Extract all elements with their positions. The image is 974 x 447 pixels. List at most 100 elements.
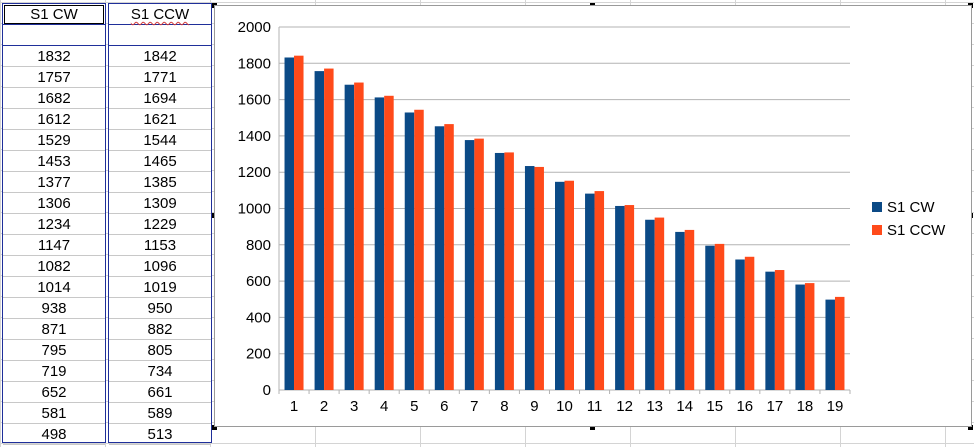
chart-resize-handle-bottom-left[interactable] [212, 425, 217, 430]
empty-cell[interactable] [109, 25, 211, 46]
bar-s1-cw[interactable] [314, 71, 325, 391]
table-cell[interactable]: 719 [3, 361, 105, 382]
table-cell[interactable]: 1529 [3, 130, 105, 151]
bar-s1-cw[interactable] [284, 57, 295, 390]
legend-swatch-s1-ccw [872, 225, 882, 235]
bar-s1-cw[interactable] [675, 231, 685, 390]
table-cell[interactable]: 882 [109, 319, 211, 340]
bar-s1-cw[interactable] [585, 193, 595, 390]
x-tick-label: 5 [410, 398, 418, 415]
bar-s1-cw[interactable] [615, 205, 625, 390]
bar-s1-ccw[interactable] [474, 138, 484, 390]
table-cell[interactable]: 661 [109, 382, 211, 403]
table-cell[interactable]: 871 [3, 319, 105, 340]
bar-s1-ccw[interactable] [534, 166, 544, 390]
table-cell[interactable]: 1385 [109, 172, 211, 193]
y-tick-label: 0 [263, 382, 271, 399]
table-cell[interactable]: 1832 [3, 46, 105, 67]
bar-s1-ccw[interactable] [744, 256, 755, 390]
table-cell[interactable]: 1694 [109, 88, 211, 109]
header-cell-s1-cw[interactable]: S1 CW [3, 4, 105, 25]
header-text-s1-ccw: S1 CCW [130, 6, 190, 23]
bar-s1-ccw[interactable] [834, 296, 845, 390]
bar-s1-cw[interactable] [524, 166, 535, 390]
table-cell[interactable]: 1309 [109, 193, 211, 214]
x-tick-label: 10 [556, 398, 573, 415]
table-cell[interactable]: 1621 [109, 109, 211, 130]
table-cell[interactable]: 1082 [3, 256, 105, 277]
bar-s1-ccw[interactable] [354, 82, 364, 390]
x-tick-label: 16 [736, 398, 753, 415]
empty-cell[interactable] [3, 25, 105, 46]
column-s1-ccw[interactable]: S1 CCW 1842 1771 1694 1621 1544 1465 1385 1309 1… [108, 3, 212, 445]
table-cell[interactable]: 1682 [3, 88, 105, 109]
table-cell[interactable]: 1019 [109, 277, 211, 298]
bar-s1-cw[interactable] [645, 219, 655, 390]
table-cell[interactable]: 1377 [3, 172, 105, 193]
table-cell[interactable]: 1842 [109, 46, 211, 67]
table-cell[interactable]: 1771 [109, 67, 211, 88]
chart-resize-handle-bottom-mid[interactable] [590, 425, 595, 430]
table-cell[interactable]: 1306 [3, 193, 105, 214]
table-cell[interactable]: 1096 [109, 256, 211, 277]
bar-s1-ccw[interactable] [654, 217, 665, 390]
table-cell[interactable]: 1612 [3, 109, 105, 130]
bar-s1-cw[interactable] [434, 126, 445, 390]
bar-s1-ccw[interactable] [684, 229, 695, 390]
table-cell[interactable]: 950 [109, 298, 211, 319]
x-tick-label: 11 [587, 398, 603, 415]
table-cell[interactable]: 589 [109, 403, 211, 424]
bar-s1-ccw[interactable] [444, 124, 454, 390]
bar-s1-cw[interactable] [464, 140, 475, 390]
table-cell[interactable]: 513 [109, 424, 211, 445]
bar-s1-cw[interactable] [705, 245, 715, 390]
table-cell[interactable]: 1014 [3, 277, 105, 298]
bar-s1-cw[interactable] [494, 152, 505, 390]
y-tick-label: 1000 [238, 201, 271, 218]
bar-s1-ccw[interactable] [504, 152, 514, 390]
table-cell[interactable]: 795 [3, 340, 105, 361]
table-cell[interactable]: 805 [109, 340, 211, 361]
chart-resize-handle-bottom-right[interactable] [968, 425, 973, 430]
table-cell[interactable]: 1229 [109, 214, 211, 235]
table-cell[interactable]: 498 [3, 424, 105, 445]
bar-s1-ccw[interactable] [714, 243, 725, 390]
bar-s1-ccw[interactable] [294, 55, 304, 390]
table-cell[interactable]: 938 [3, 298, 105, 319]
bar-s1-cw[interactable] [344, 84, 355, 390]
table-cell[interactable]: 1757 [3, 67, 105, 88]
x-tick-label: 4 [380, 398, 388, 415]
bar-s1-cw[interactable] [404, 112, 415, 390]
bar-chart[interactable]: 0 200 400 600 800 1000 1200 1400 1600 1800 2000 1 2 3… [214, 5, 972, 427]
x-tick-label: 3 [350, 398, 358, 415]
table-cell[interactable]: 1544 [109, 130, 211, 151]
bar-s1-ccw[interactable] [804, 283, 815, 390]
bar-s1-cw[interactable] [374, 97, 385, 390]
bar-s1-cw[interactable] [765, 271, 775, 390]
y-tick-label: 1400 [238, 128, 271, 145]
bar-s1-ccw[interactable] [594, 191, 605, 390]
bar-s1-ccw[interactable] [774, 270, 785, 390]
bar-s1-ccw[interactable] [384, 95, 394, 390]
table-cell[interactable]: 734 [109, 361, 211, 382]
x-tick-label: 17 [767, 398, 784, 415]
bar-s1-ccw[interactable] [564, 180, 575, 390]
bar-s1-cw[interactable] [795, 284, 805, 390]
x-tick-label: 19 [827, 398, 844, 415]
table-cell[interactable]: 652 [3, 382, 105, 403]
bar-s1-ccw[interactable] [414, 109, 424, 390]
table-cell[interactable]: 1234 [3, 214, 105, 235]
table-cell[interactable]: 1465 [109, 151, 211, 172]
header-cell-s1-ccw[interactable]: S1 CCW [109, 4, 211, 25]
column-s1-cw[interactable]: S1 CW 1832 1757 1682 1612 1529 1453 1377 1306 12… [2, 3, 106, 445]
bar-s1-cw[interactable] [825, 299, 835, 390]
bar-s1-ccw[interactable] [324, 68, 334, 390]
table-cell[interactable]: 581 [3, 403, 105, 424]
y-tick-label: 600 [246, 273, 271, 290]
table-cell[interactable]: 1153 [109, 235, 211, 256]
table-cell[interactable]: 1147 [3, 235, 105, 256]
bar-s1-cw[interactable] [555, 181, 565, 390]
table-cell[interactable]: 1453 [3, 151, 105, 172]
bar-s1-cw[interactable] [735, 259, 745, 390]
bar-s1-ccw[interactable] [624, 205, 635, 390]
